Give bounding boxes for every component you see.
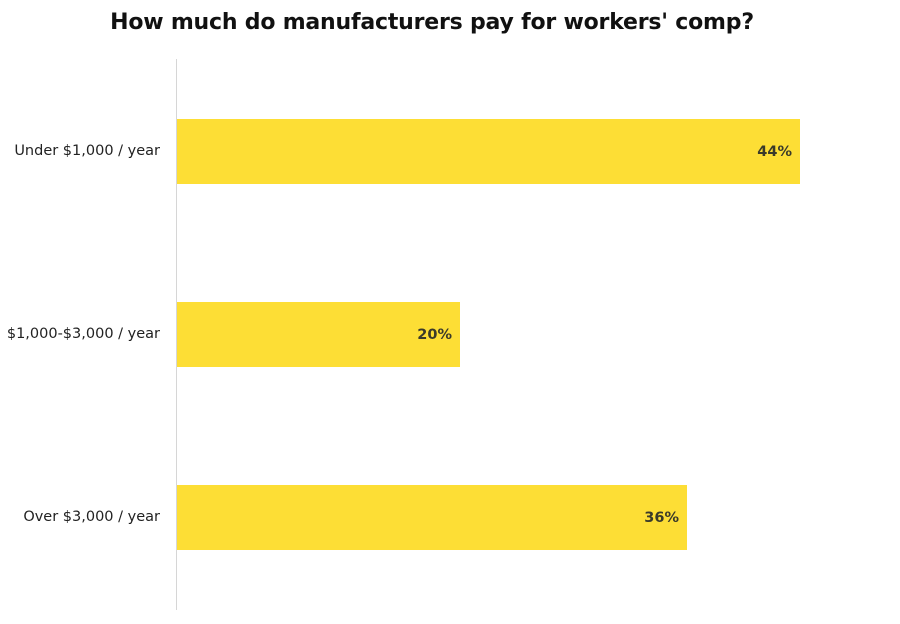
chart-title: How much do manufacturers pay for worker…	[110, 10, 754, 35]
bar-value-label: 20%	[417, 326, 452, 343]
category-label: Under $1,000 / year	[14, 143, 160, 159]
bar-over-3000: 36%	[177, 485, 687, 550]
bar-under-1000: 44%	[177, 119, 800, 184]
category-label: $1,000-$3,000 / year	[6, 326, 160, 342]
category-label: Over $3,000 / year	[23, 509, 160, 525]
bar-value-label: 44%	[757, 143, 792, 160]
bar-1000-3000: 20%	[177, 302, 460, 367]
bar-value-label: 36%	[644, 509, 679, 526]
y-axis-line	[176, 59, 177, 610]
